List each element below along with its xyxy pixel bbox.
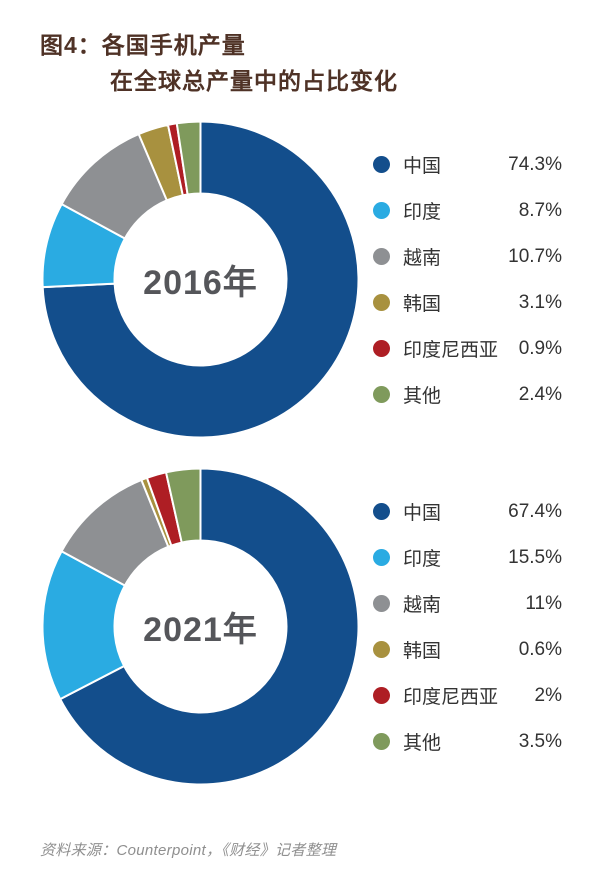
legend-label: 中国 [403,156,442,178]
source-note: 资料来源：Counterpoint，《财经》记者整理 [40,842,337,859]
legend-value: 11% [525,592,562,614]
legend-item: 韩国 0.6% [373,636,562,663]
legend-value: 8.7% [518,199,562,221]
donut-chart-2016: 2016年 中国 74.3% 印度 8.7% 越南 10.7% 韩国 3.1% 印度尼西亚 0.9… [0,117,600,442]
donut-2021: 2021年 [38,464,363,789]
figure-title-line2: 在全球总产量中的占比变化 [110,67,398,94]
legend-color-dot [373,733,390,751]
legend-value: 10.7% [508,245,562,267]
donut-slice-其他 [175,120,202,196]
legend: 中国 67.4% 印度 15.5% 越南 11% 韩国 0.6% 印度尼西亚 2% 其他 3.5% [373,498,562,755]
legend-value: 67.4% [508,500,562,522]
legend-value: 3.1% [518,291,562,313]
legend-value: 74.3% [508,153,562,175]
legend-item: 印度 8.7% [373,197,562,224]
legend-value: 2.4% [518,383,562,405]
legend-value: 2% [534,684,562,706]
donut-slice-其他 [164,467,202,545]
legend-label: 印度 [403,202,442,224]
legend-color-dot [373,595,390,613]
legend-label: 中国 [403,503,442,525]
legend-color-dot [373,156,390,174]
legend-value: 0.6% [518,638,562,660]
legend: 中国 74.3% 印度 8.7% 越南 10.7% 韩国 3.1% 印度尼西亚 0.9% 其他 2.4… [373,151,562,408]
legend-item: 其他 3.5% [373,728,562,755]
legend-label: 印度尼西亚 [403,340,499,362]
legend-label: 印度尼西亚 [403,687,499,709]
legend-label: 韩国 [403,641,442,663]
legend-color-dot [373,641,390,659]
figure-title: 图4：各国手机产量 在全球总产量中的占比变化 [0,0,600,99]
legend-label: 其他 [403,733,442,755]
legend-item: 印度尼西亚 2% [373,682,562,709]
legend-color-dot [373,248,390,266]
donut-svg-2021 [41,467,360,786]
legend-color-dot [373,386,390,404]
legend-value: 0.9% [518,337,562,359]
donut-svg-2016 [41,120,360,439]
legend-label: 越南 [403,595,442,617]
legend-label: 越南 [403,248,442,270]
legend-item: 印度尼西亚 0.9% [373,335,562,362]
donut-chart-2021: 2021年 中国 67.4% 印度 15.5% 越南 11% 韩国 0.6% 印度尼西亚 2% 其他… [0,464,600,789]
donut-2016: 2016年 [38,117,363,442]
donut-slice-中国 [58,467,360,786]
legend-item: 中国 74.3% [373,151,562,178]
legend-item: 印度 15.5% [373,544,562,571]
legend-color-dot [373,687,390,705]
donut-slice-中国 [41,120,360,439]
legend-label: 韩国 [403,294,442,316]
legend-item: 越南 10.7% [373,243,562,270]
legend-value: 15.5% [508,546,562,568]
figure-title-line1: 图4：各国手机产量 [40,32,246,58]
legend-label: 印度 [403,549,442,571]
legend-item: 中国 67.4% [373,498,562,525]
legend-color-dot [373,294,390,312]
legend-value: 3.5% [518,730,562,752]
legend-color-dot [373,202,390,220]
legend-color-dot [373,549,390,567]
legend-color-dot [373,340,390,358]
legend-item: 越南 11% [373,590,562,617]
legend-color-dot [373,503,390,521]
legend-label: 其他 [403,386,442,408]
legend-item: 其他 2.4% [373,381,562,408]
legend-item: 韩国 3.1% [373,289,562,316]
